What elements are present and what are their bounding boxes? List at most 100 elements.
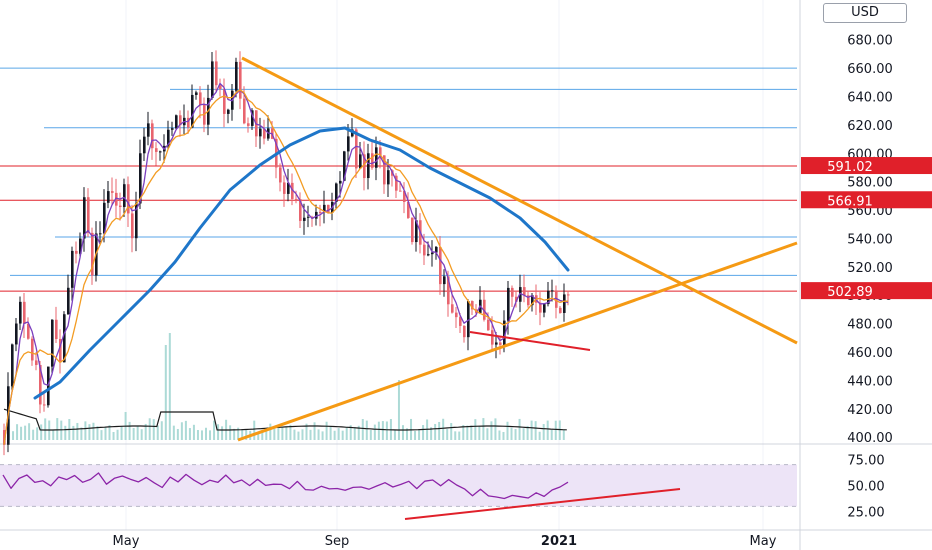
candle-body-71 xyxy=(287,182,290,194)
price-tick-label-3: 460.00 xyxy=(847,346,893,361)
volume-bar-63 xyxy=(257,431,260,440)
volume-bar-5 xyxy=(24,425,27,440)
volume-bar-137 xyxy=(554,420,557,440)
volume-bar-34 xyxy=(140,429,143,440)
price-tag-bg-3 xyxy=(801,282,932,300)
candle-body-18 xyxy=(75,250,78,254)
volume-bar-104 xyxy=(422,425,425,440)
volume-bar-58 xyxy=(237,427,240,440)
volume-bar-139 xyxy=(562,429,565,440)
candle-body-112 xyxy=(451,304,454,313)
candle-body-59 xyxy=(239,61,242,99)
candle-body-114 xyxy=(459,317,462,326)
candle-body-61 xyxy=(247,123,250,126)
candle-body-109 xyxy=(439,246,442,285)
volume-bar-12 xyxy=(52,429,55,440)
price-axis[interactable]: 400.00420.00440.00460.00480.00500.00520.… xyxy=(801,34,932,521)
ma-slow-line xyxy=(33,126,570,400)
candle-body-108 xyxy=(435,246,438,253)
volume-bar-112 xyxy=(454,431,457,440)
volume-bar-40 xyxy=(164,345,167,440)
rsi-tick-label-1: 50.00 xyxy=(847,480,884,495)
candle-body-69 xyxy=(279,167,282,183)
volume-bar-99 xyxy=(401,425,404,440)
candle-body-17 xyxy=(71,250,74,288)
candle-body-132 xyxy=(531,295,534,306)
volume-bar-107 xyxy=(434,423,437,440)
candle-body-140 xyxy=(563,294,566,313)
volume-bar-130 xyxy=(526,425,529,440)
candle-body-130 xyxy=(523,287,526,296)
volume-bar-36 xyxy=(148,418,151,440)
price-tick-label-11: 620.00 xyxy=(847,119,893,134)
volume-bar-44 xyxy=(180,422,183,440)
volume-bar-81 xyxy=(329,425,332,440)
rsi-tick-label-0: 25.00 xyxy=(847,506,884,521)
candle-body-0 xyxy=(3,430,6,445)
time-label-1: Sep xyxy=(325,534,350,549)
volume-bar-39 xyxy=(160,421,163,440)
candle-body-125 xyxy=(503,320,506,345)
candle-body-117 xyxy=(471,301,474,310)
volume-bar-20 xyxy=(84,421,87,440)
volume-bar-126 xyxy=(510,427,513,440)
candle-body-14 xyxy=(59,338,62,363)
volume-bar-27 xyxy=(112,431,115,440)
volume-bar-42 xyxy=(172,425,175,440)
volume-bar-77 xyxy=(313,422,316,440)
trend-lines[interactable] xyxy=(237,56,798,442)
candle-body-88 xyxy=(355,129,358,169)
volume-bar-84 xyxy=(341,430,344,440)
candle-body-100 xyxy=(403,190,406,202)
candle-body-127 xyxy=(511,287,514,297)
candle-body-9 xyxy=(39,364,42,405)
volume-bar-93 xyxy=(377,421,380,440)
candle-body-48 xyxy=(195,92,198,95)
candle-body-126 xyxy=(507,287,510,321)
volume-bar-80 xyxy=(325,421,328,440)
volume-bar-65 xyxy=(265,430,268,440)
candle-body-29 xyxy=(119,205,122,207)
candle-body-76 xyxy=(307,216,310,218)
volume-bar-89 xyxy=(361,419,364,440)
candle-body-10 xyxy=(43,404,46,406)
volume-bar-76 xyxy=(309,429,312,440)
price-tick-label-0: 400.00 xyxy=(847,431,893,446)
candle-body-78 xyxy=(315,211,318,219)
volume-bar-127 xyxy=(514,429,517,440)
volume-bar-28 xyxy=(116,429,119,440)
candle-body-72 xyxy=(291,182,294,199)
candle-body-86 xyxy=(347,136,350,152)
uptrend-line xyxy=(237,241,798,442)
volume-bar-47 xyxy=(192,424,195,440)
volume-bar-98 xyxy=(397,380,400,440)
volume-bar-35 xyxy=(144,423,147,440)
candle-body-46 xyxy=(187,117,190,128)
volume-bar-7 xyxy=(32,429,35,440)
price-tick-label-2: 440.00 xyxy=(847,374,893,389)
candle-body-122 xyxy=(491,330,494,345)
candle-body-19 xyxy=(79,238,82,254)
candle-body-92 xyxy=(371,153,374,168)
volume-bar-108 xyxy=(438,421,441,440)
volume-bar-71 xyxy=(289,424,292,440)
volume-bar-73 xyxy=(297,431,300,440)
currency-selector[interactable]: USD xyxy=(823,3,907,23)
volume-bar-43 xyxy=(176,428,179,440)
volume-bar-48 xyxy=(196,430,199,440)
volume-bar-31 xyxy=(128,421,131,440)
time-axis[interactable]: May Sep 2021 May xyxy=(113,534,777,549)
volume-bar-56 xyxy=(229,425,232,440)
candle-body-96 xyxy=(387,170,390,185)
volume-bar-53 xyxy=(217,424,220,440)
volume-bar-120 xyxy=(486,428,489,440)
price-tick-label-12: 640.00 xyxy=(847,91,893,106)
candle-body-35 xyxy=(143,136,146,154)
candle-body-20 xyxy=(83,197,86,239)
candle-body-91 xyxy=(367,153,370,179)
candle-body-60 xyxy=(243,98,246,124)
volume-bar-82 xyxy=(333,430,336,440)
candle-body-128 xyxy=(515,296,518,302)
price-tick-label-9: 580.00 xyxy=(847,176,893,191)
